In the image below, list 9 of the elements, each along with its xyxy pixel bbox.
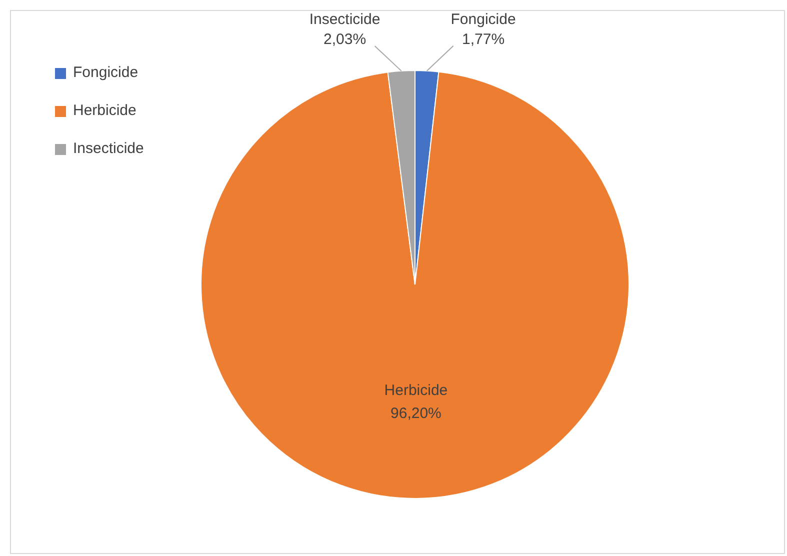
slice-label: Herbicide — [384, 382, 448, 399]
data-label: 96,20% — [390, 404, 442, 422]
data-label: 2,03% — [323, 31, 366, 48]
legend-label: Insecticide — [73, 140, 144, 158]
data-label: 1,77% — [462, 31, 505, 48]
legend-label: Fongicide — [73, 64, 138, 82]
slice-label: Insecticide — [309, 11, 380, 28]
slice-label: Fongicide — [450, 11, 516, 28]
legend-label: Herbicide — [73, 102, 136, 120]
